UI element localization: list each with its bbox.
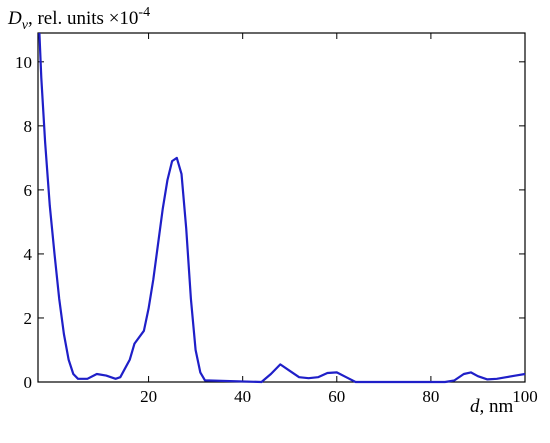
x-axis-label: d, nm — [470, 396, 514, 417]
y-tick-label: 4 — [24, 245, 33, 264]
x-tick-label: 100 — [512, 387, 538, 406]
y-label-symbol: D — [7, 8, 22, 29]
y-label-text: , rel. units ×10 — [28, 8, 138, 29]
y-label-subscript: v — [22, 18, 29, 33]
x-label-symbol: d — [470, 396, 480, 417]
x-label-text: , nm — [480, 396, 514, 417]
y-tick-label: 2 — [24, 309, 33, 328]
y-tick-label: 8 — [24, 117, 33, 136]
x-tick-label: 40 — [234, 387, 251, 406]
y-tick-label: 6 — [24, 181, 33, 200]
data-line — [38, 32, 526, 384]
y-tick-label: 0 — [24, 373, 33, 392]
y-axis-label: Dv, rel. units ×10-4 — [7, 5, 150, 33]
plot-frame — [37, 32, 526, 383]
y-tick-label: 10 — [15, 53, 32, 72]
x-tick-label: 20 — [140, 387, 157, 406]
x-tick-label: 60 — [328, 387, 345, 406]
x-tick-label: 80 — [422, 387, 439, 406]
y-label-superscript: -4 — [138, 5, 150, 20]
